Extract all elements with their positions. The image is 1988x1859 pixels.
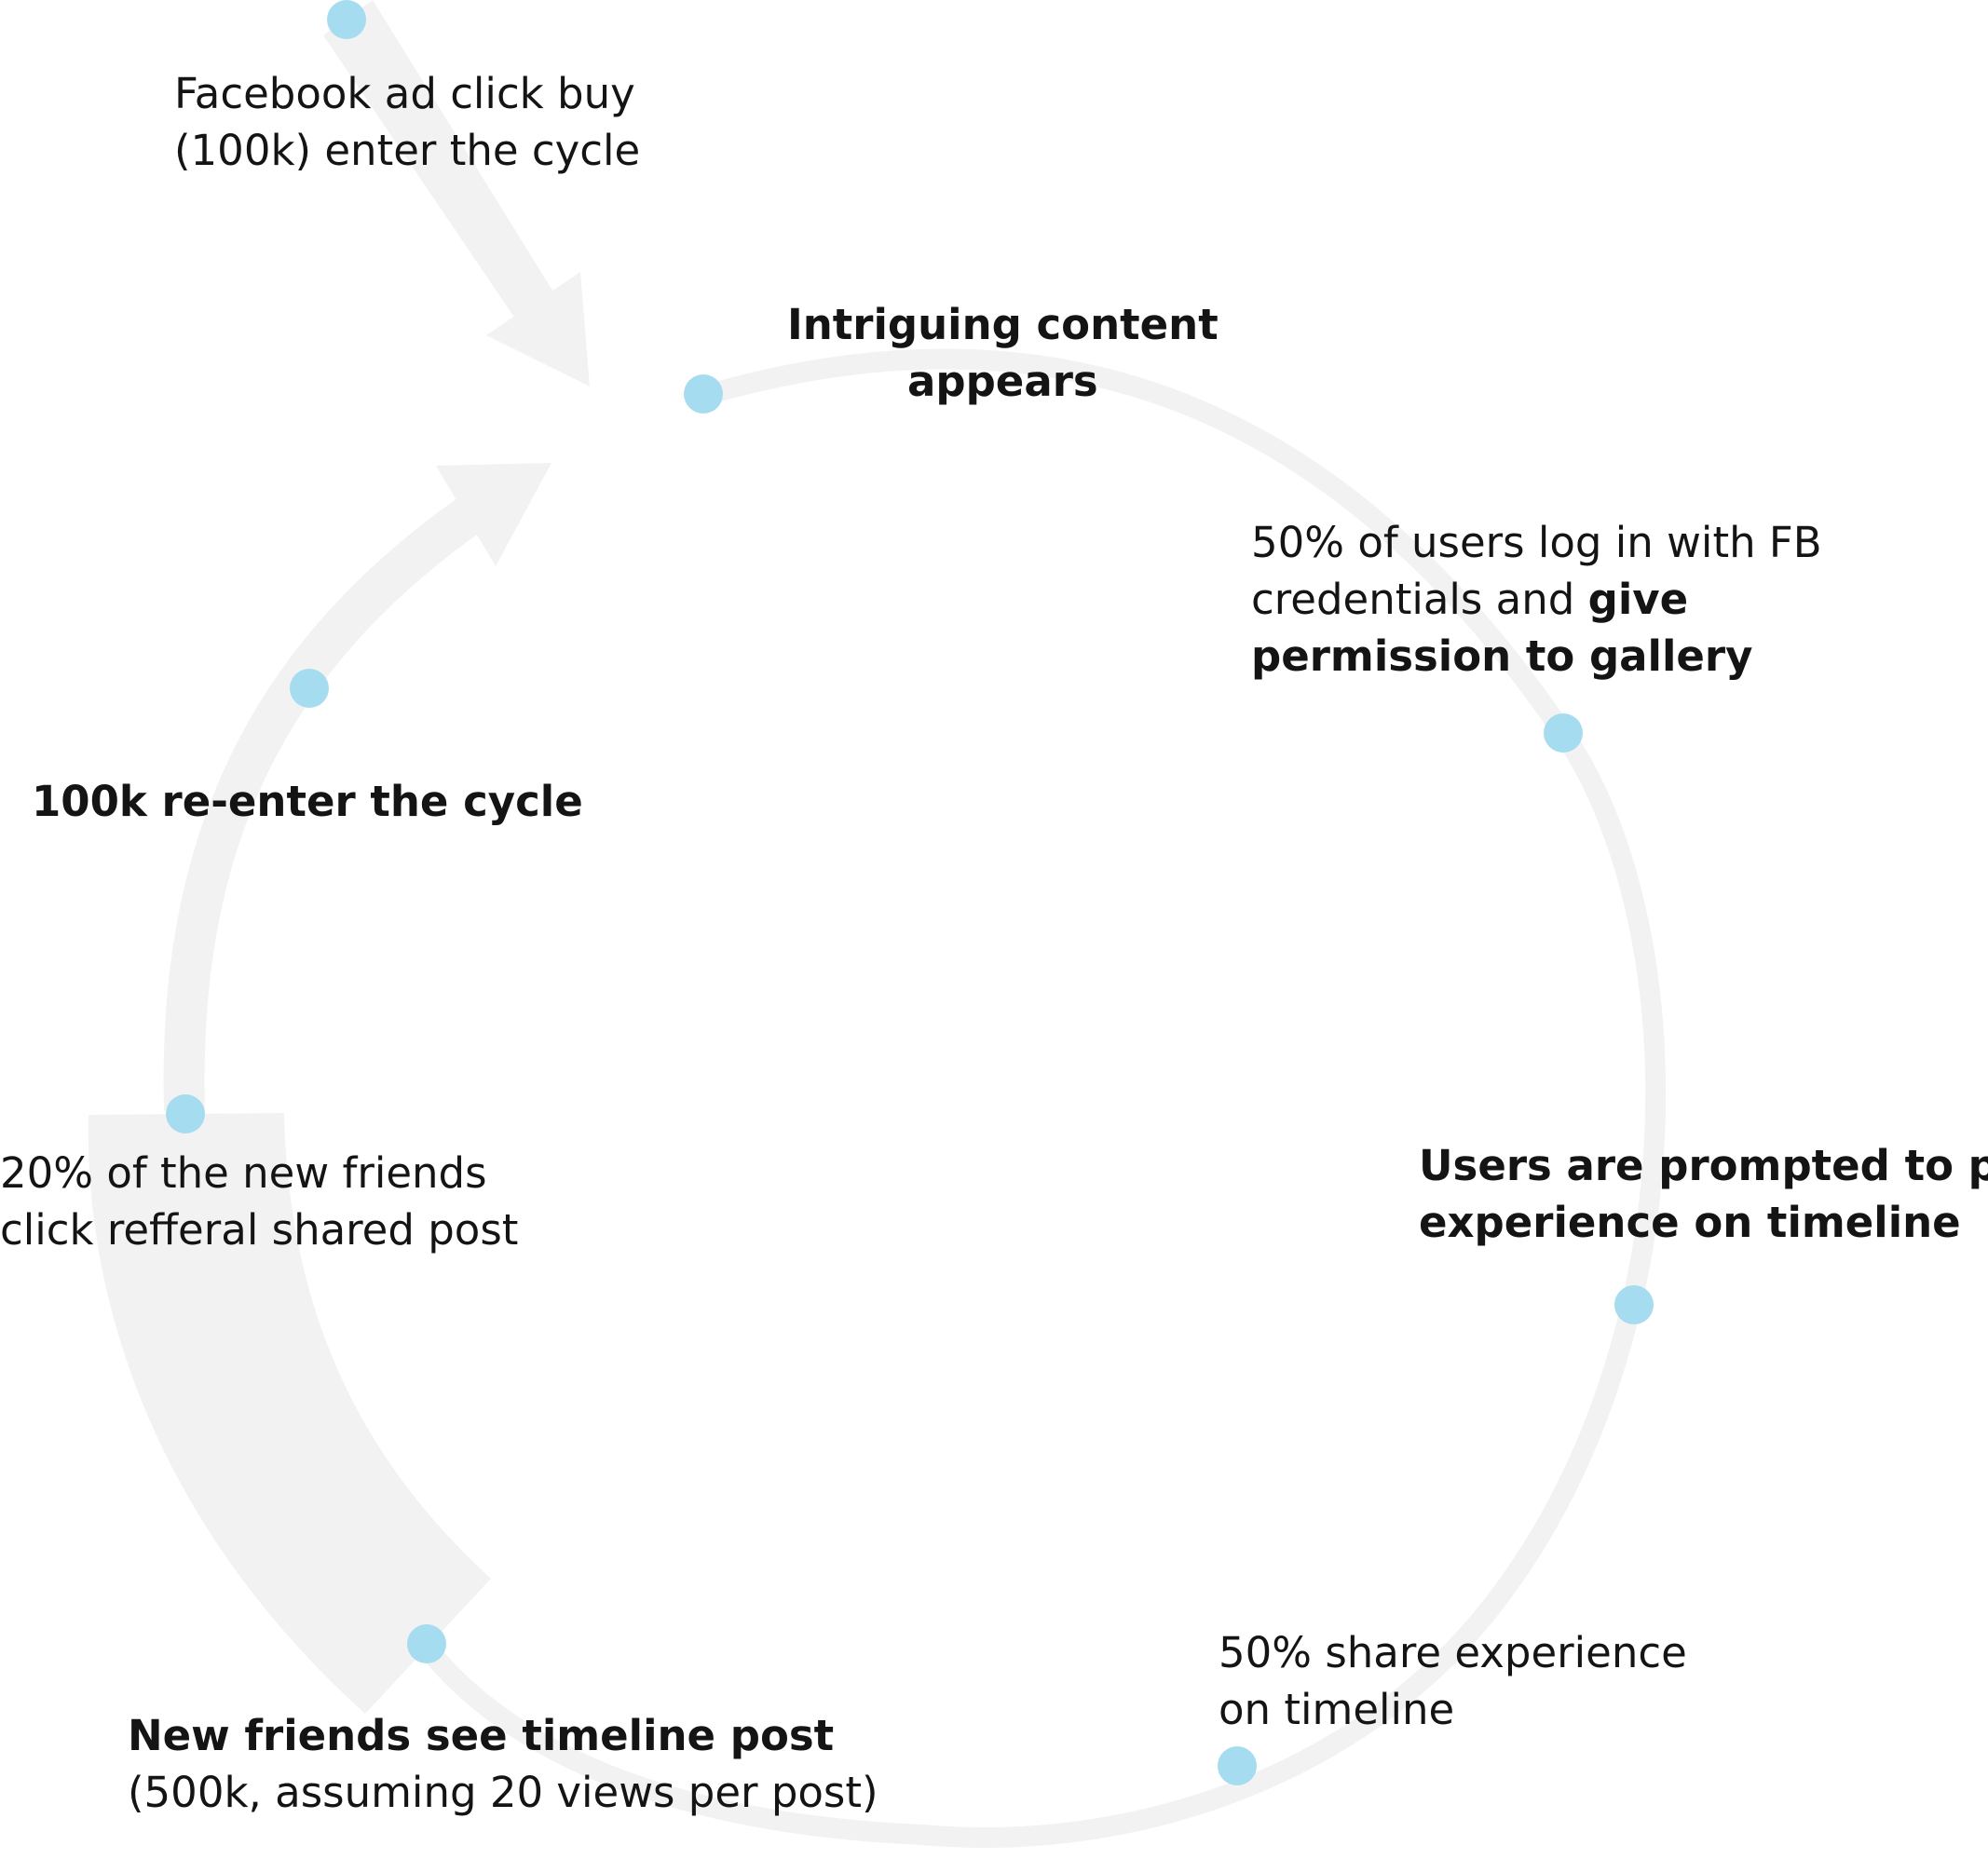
label-referral-line1: 20% of the new friends (0, 1148, 487, 1198)
label-reenter: 100k re-enter the cycle (32, 773, 583, 830)
label-share-line1: 50% share experience (1219, 1628, 1687, 1677)
entry-arrow (323, 0, 590, 387)
label-intriguing-line2: appears (907, 357, 1098, 406)
label-reenter-line1: 100k re-enter the cycle (32, 777, 583, 826)
label-intriguing: Intriguing content appears (787, 296, 1219, 410)
label-referral: 20% of the new friends click refferal sh… (0, 1145, 518, 1258)
label-login-line1: 50% of users log in with FB (1251, 518, 1822, 567)
label-share-line2: on timeline (1219, 1685, 1455, 1734)
label-intriguing-line1: Intriguing content (787, 300, 1219, 349)
label-prompted: Users are prompted to post experience on… (1419, 1137, 1988, 1251)
label-login-line2: credentials and give (1251, 571, 1822, 628)
label-share: 50% share experience on timeline (1219, 1624, 1687, 1738)
label-newfriends: New friends see timeline post (500k, ass… (128, 1707, 878, 1821)
label-entry-line1: Facebook ad click buy (174, 69, 635, 118)
node-reenter (290, 669, 329, 708)
label-prompted-line2: experience on timeline (1419, 1198, 1961, 1247)
return-band (163, 490, 492, 1111)
return-arrow-head (436, 463, 551, 566)
node-referral (166, 1094, 205, 1133)
label-newfriends-line2: (500k, assuming 20 views per post) (128, 1768, 878, 1817)
node-newfriends (407, 1624, 446, 1663)
label-newfriends-line1: New friends see timeline post (128, 1711, 835, 1760)
entry-arrow-head (486, 272, 590, 387)
node-share (1218, 1746, 1257, 1785)
node-login (1544, 713, 1583, 753)
node-intriguing (684, 374, 723, 414)
label-entry-line2: (100k) enter the cycle (174, 126, 641, 175)
nodes (166, 0, 1654, 1785)
cycle-track (414, 348, 1667, 1848)
label-login: 50% of users log in with FB credentials … (1251, 514, 1822, 685)
label-entry: Facebook ad click buy (100k) enter the c… (174, 65, 640, 179)
label-login-line2-bold: give (1587, 575, 1689, 624)
label-prompted-line1: Users are prompted to post (1419, 1141, 1988, 1190)
label-referral-line2: click refferal shared post (0, 1205, 519, 1255)
label-login-line3: permission to gallery (1251, 631, 1753, 681)
referral-band (88, 1113, 491, 1714)
node-entry (327, 0, 366, 39)
entry-arrow-shaft (323, 0, 554, 321)
label-login-line2-regular: credentials and (1251, 575, 1588, 624)
node-prompted (1614, 1285, 1654, 1324)
